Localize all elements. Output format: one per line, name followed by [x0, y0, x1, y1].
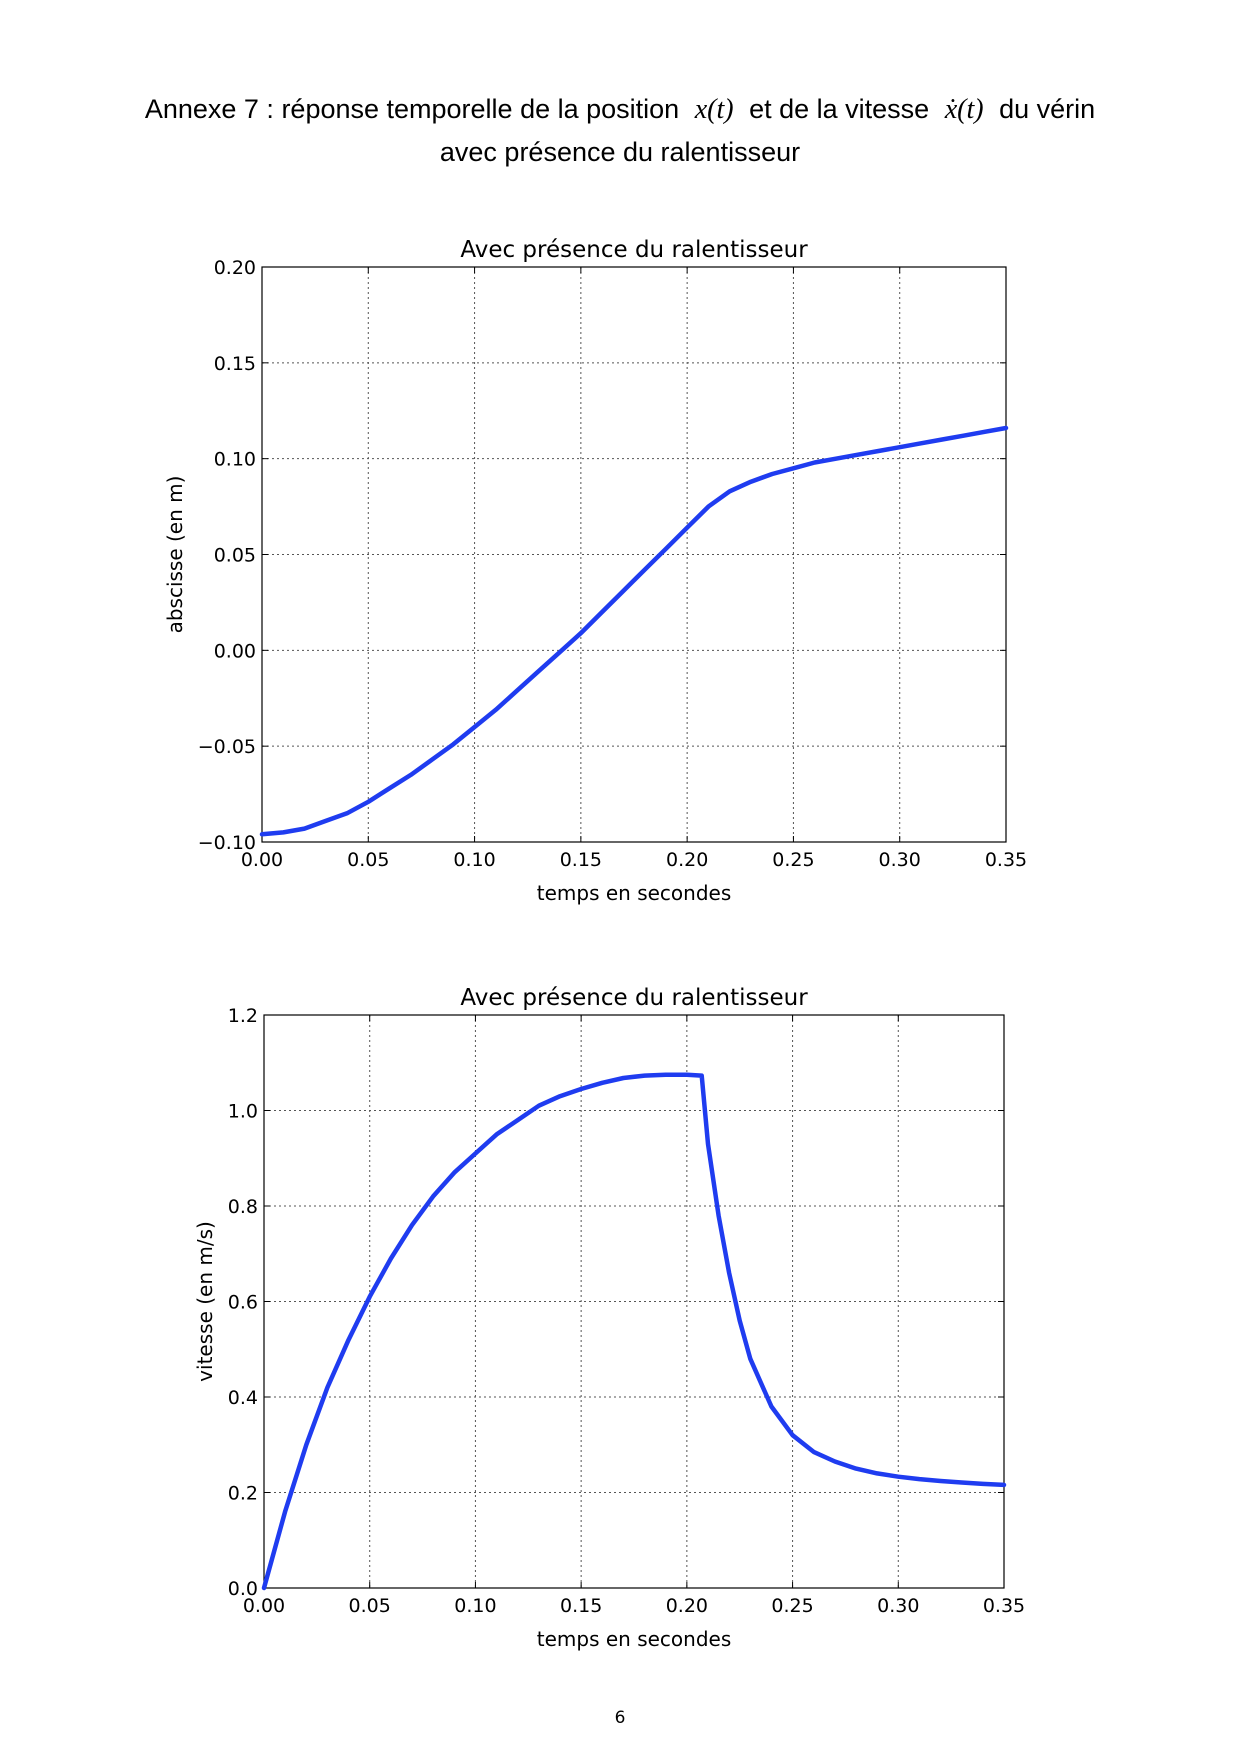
page-heading: Annexe 7 : réponse temporelle de la posi…: [0, 88, 1240, 173]
x-tick-label: 0.35: [985, 849, 1027, 871]
y-tick-label: 0.05: [214, 545, 256, 567]
y-tick-label: 0.20: [214, 257, 256, 279]
x-axis-label: temps en secondes: [537, 881, 732, 905]
x-tick-label: 0.00: [243, 1595, 285, 1617]
plot-frame: [263, 1014, 1005, 1589]
velocity-chart: 0.00 0.05 0.10 0.15 0.20 0.25 0.30 0.35 0.0 0.2 0.…: [0, 975, 1240, 1675]
y-tick-label: 0.10: [214, 449, 256, 471]
heading-line-2: avec présence du ralentisseur: [439, 137, 801, 167]
y-tick-label: 0.0: [228, 1578, 258, 1600]
x-tick-label: 0.20: [666, 849, 708, 871]
x-tick-label: 0.30: [879, 849, 921, 871]
page-number: 6: [614, 1708, 626, 1728]
x-tick-label: 0.25: [771, 1595, 813, 1617]
heading-prefix: Annexe 7 : réponse temporelle de la posi…: [144, 94, 680, 124]
velocity-chart-svg: 0.00 0.05 0.10 0.15 0.20 0.25 0.30 0.35 0.0 0.2 0.…: [193, 985, 1025, 1651]
x-tick-label: 0.20: [666, 1595, 708, 1617]
x-tick-label: 0.15: [560, 849, 602, 871]
x-tick-label: 0.10: [453, 849, 495, 871]
data-line: [261, 1072, 1007, 1591]
heading-line-1: Annexe 7 : réponse temporelle de la posi…: [0, 88, 1240, 131]
chart-title: Avec présence du ralentisseur: [460, 237, 808, 263]
y-axis-label: vitesse (en m/s): [193, 1221, 217, 1382]
data-line: [259, 425, 1009, 837]
position-symbol: x(t): [694, 94, 734, 125]
y-tick-label: 0.00: [214, 640, 256, 662]
y-tick-label: 0.6: [228, 1292, 258, 1314]
y-axis-label: abscisse (en m): [163, 476, 187, 634]
y-tick-label: 1.2: [228, 1005, 258, 1027]
x-axis-label: temps en secondes: [537, 1627, 732, 1651]
chart-title: Avec présence du ralentisseur: [460, 985, 808, 1011]
position-chart-svg: 0.00 0.05 0.10 0.15 0.20 0.25 0.30 0.35 −0.10 −0.…: [163, 237, 1027, 905]
velocity-symbol: ẋ(t): [944, 94, 984, 125]
plot-frame: [261, 266, 1007, 843]
x-tick-label: 0.00: [241, 849, 283, 871]
x-tick-label: 0.05: [347, 849, 389, 871]
x-tick-label: 0.05: [349, 1595, 391, 1617]
y-tick-label: 1.0: [228, 1101, 258, 1123]
x-tick-label: 0.25: [772, 849, 814, 871]
y-tick-label: 0.8: [228, 1196, 258, 1218]
y-tick-label: −0.05: [198, 736, 256, 758]
heading-suffix: du vérin: [999, 94, 1096, 124]
y-tick-label: 0.4: [228, 1387, 258, 1409]
x-tick-label: 0.35: [983, 1595, 1025, 1617]
position-chart: 0.00 0.05 0.10 0.15 0.20 0.25 0.30 0.35 −0.10 −0.…: [0, 225, 1240, 925]
y-tick-label: 0.2: [228, 1483, 258, 1505]
x-tick-label: 0.15: [560, 1595, 602, 1617]
x-tick-label: 0.10: [454, 1595, 496, 1617]
heading-middle: et de la vitesse: [749, 94, 930, 124]
y-tick-label: 0.15: [214, 353, 256, 375]
y-tick-label: −0.10: [198, 832, 256, 854]
x-tick-label: 0.30: [877, 1595, 919, 1617]
